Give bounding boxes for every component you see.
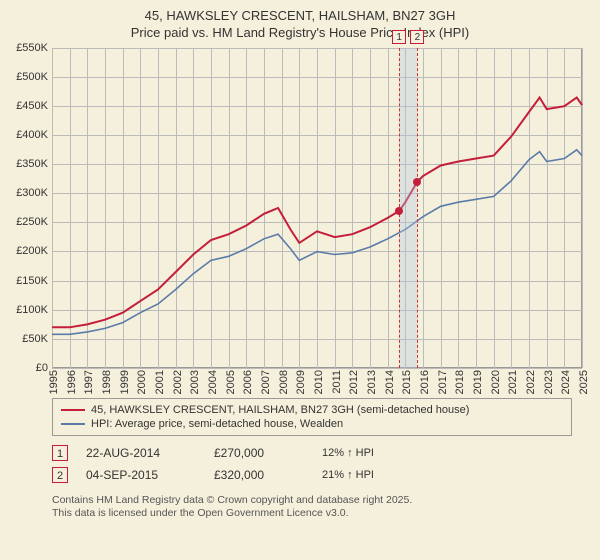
sale-row: 1 22-AUG-2014 £270,000 12% ↑ HPI [52,442,572,464]
x-axis-label: 2006 [242,370,254,394]
legend-item: HPI: Average price, semi-detached house,… [61,417,563,431]
x-axis-label: 2024 [560,370,572,394]
x-axis-label: 2021 [507,370,519,394]
sale-price: £320,000 [214,468,304,482]
sale-number-box: 1 [52,445,68,461]
x-axis-label: 1995 [48,370,60,394]
sales-table: 1 22-AUG-2014 £270,000 12% ↑ HPI 2 04-SE… [52,442,572,486]
legend-label: 45, HAWKSLEY CRESCENT, HAILSHAM, BN27 3G… [91,404,469,416]
chart: £0£50K£100K£150K£200K£250K£300K£350K£400… [36,48,596,388]
y-axis-label: £350K [16,158,48,170]
x-axis-label: 2015 [401,370,413,394]
attribution-footer: Contains HM Land Registry data © Crown c… [52,494,592,521]
x-axis-label: 1999 [119,370,131,394]
sale-price: £270,000 [214,446,304,460]
legend-swatch [61,423,85,425]
x-axis-label: 2018 [454,370,466,394]
x-axis-label: 1997 [83,370,95,394]
series-lines [52,48,582,368]
x-axis-label: 2002 [172,370,184,394]
x-axis-label: 2007 [260,370,272,394]
y-axis-label: £200K [16,245,48,257]
x-axis-label: 2005 [225,370,237,394]
x-axis-label: 1998 [101,370,113,394]
x-axis-label: 2010 [313,370,325,394]
x-axis-label: 2000 [136,370,148,394]
sale-delta: 12% ↑ HPI [322,447,374,459]
legend-label: HPI: Average price, semi-detached house,… [91,418,343,430]
sale-row: 2 04-SEP-2015 £320,000 21% ↑ HPI [52,464,572,486]
x-axis-label: 2017 [437,370,449,394]
sale-date: 22-AUG-2014 [86,446,196,460]
y-axis-label: £450K [16,100,48,112]
x-axis-label: 2011 [331,370,343,394]
x-axis-label: 1996 [66,370,78,394]
x-axis-label: 2014 [384,370,396,394]
x-axis-label: 2008 [278,370,290,394]
footer-line-1: Contains HM Land Registry data © Crown c… [52,494,592,508]
gridline-h [52,368,582,369]
x-axis-label: 2004 [207,370,219,394]
y-axis-label: £400K [16,129,48,141]
y-axis-label: £100K [16,304,48,316]
sale-date: 04-SEP-2015 [86,468,196,482]
footer-line-2: This data is licensed under the Open Gov… [52,507,592,521]
x-axis-label: 2012 [348,370,360,394]
y-axis-label: £250K [16,216,48,228]
y-axis-label: £150K [16,275,48,287]
x-axis-label: 2025 [578,370,590,394]
legend-swatch [61,409,85,412]
gridline-v [582,48,583,368]
legend: 45, HAWKSLEY CRESCENT, HAILSHAM, BN27 3G… [52,398,572,436]
x-axis-label: 2009 [295,370,307,394]
y-axis-label: £50K [22,333,48,345]
y-axis-label: £550K [16,42,48,54]
x-axis-label: 2019 [472,370,484,394]
chart-title: 45, HAWKSLEY CRESCENT, HAILSHAM, BN27 3G… [8,8,592,42]
title-line-2: Price paid vs. HM Land Registry's House … [8,25,592,42]
y-axis-label: £500K [16,71,48,83]
sale-delta: 21% ↑ HPI [322,469,374,481]
legend-item: 45, HAWKSLEY CRESCENT, HAILSHAM, BN27 3G… [61,403,563,417]
series-line [52,97,582,327]
x-axis-label: 2013 [366,370,378,394]
x-axis-label: 2023 [543,370,555,394]
y-axis-label: £300K [16,187,48,199]
x-axis-label: 2020 [490,370,502,394]
x-axis-label: 2022 [525,370,537,394]
sale-number-box: 2 [52,467,68,483]
y-axis-label: £0 [36,362,48,374]
x-axis-label: 2001 [154,370,166,394]
x-axis-label: 2016 [419,370,431,394]
title-line-1: 45, HAWKSLEY CRESCENT, HAILSHAM, BN27 3G… [8,8,592,25]
x-axis-label: 2003 [189,370,201,394]
